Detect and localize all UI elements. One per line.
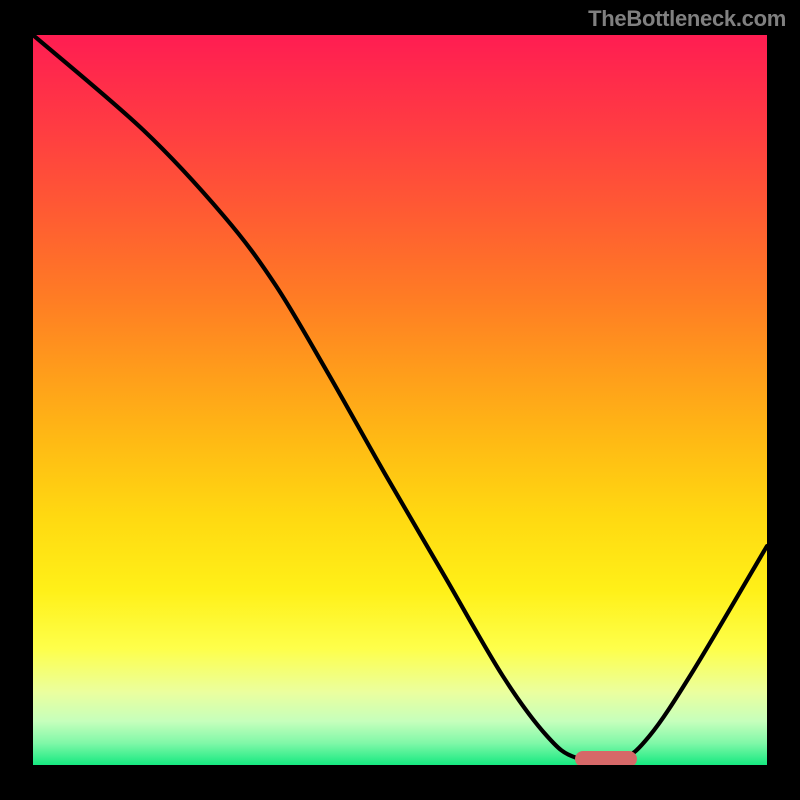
chart-container: TheBottleneck.com	[0, 0, 800, 800]
plot-area	[33, 35, 767, 765]
gradient-and-curve	[33, 35, 767, 765]
watermark-text: TheBottleneck.com	[588, 6, 786, 32]
gradient-background	[33, 35, 767, 765]
optimum-marker	[575, 751, 637, 765]
